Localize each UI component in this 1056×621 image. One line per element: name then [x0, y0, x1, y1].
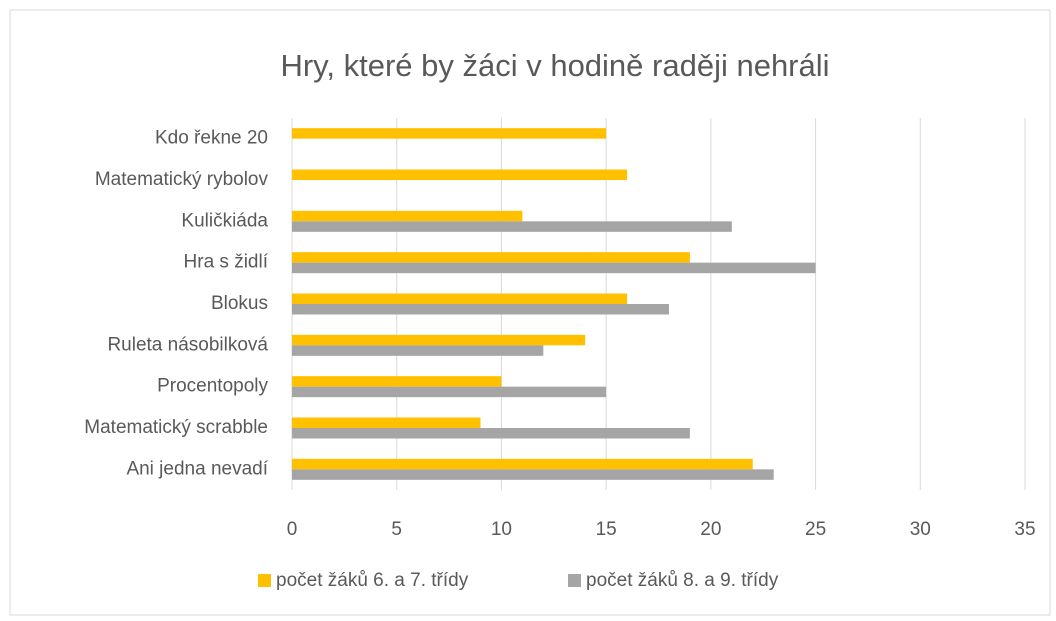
- legend-label: počet žáků 8. a 9. třídy: [586, 570, 779, 591]
- chart-title: Hry, které by žáci v hodině raději nehrá…: [280, 48, 829, 83]
- bar: [292, 345, 544, 356]
- bar: [292, 428, 690, 439]
- legend-swatch: [258, 574, 271, 587]
- bar: [292, 304, 669, 315]
- y-tick-label: Kuličkiáda: [181, 210, 268, 231]
- bar: [292, 210, 523, 222]
- x-tick-label: 0: [287, 519, 298, 540]
- y-tick-label: Matematický rybolov: [95, 169, 269, 190]
- y-tick-label: Ani jedna nevadí: [126, 458, 268, 479]
- x-tick-label: 15: [596, 519, 617, 540]
- x-tick-label: 20: [700, 519, 721, 540]
- bar: [292, 334, 586, 346]
- y-tick-label: Hra s židlí: [184, 252, 269, 273]
- y-tick-label: Blokus: [211, 293, 268, 314]
- bar: [292, 469, 774, 480]
- x-tick-label: 25: [805, 519, 826, 540]
- bar: [292, 386, 607, 398]
- bar: [292, 293, 628, 304]
- y-tick-label: Matematický scrabble: [84, 417, 268, 438]
- bar: [292, 169, 628, 180]
- x-tick-label: 10: [491, 519, 512, 540]
- x-tick-label: 35: [1014, 519, 1035, 540]
- bar: [292, 376, 502, 387]
- x-tick-label: 30: [910, 519, 931, 540]
- legend-label: počet žáků 6. a 7. třídy: [276, 570, 469, 591]
- bar: [292, 221, 732, 232]
- bar: [292, 458, 753, 470]
- legend-swatch: [568, 574, 581, 587]
- bar: [292, 417, 481, 428]
- bar: [292, 128, 607, 139]
- bar: [292, 252, 690, 263]
- y-tick-label: Procentopoly: [157, 376, 268, 397]
- y-tick-label: Kdo řekne 20: [155, 128, 268, 149]
- y-tick-label: Ruleta násobilková: [107, 334, 268, 355]
- bar: [292, 262, 816, 274]
- x-tick-label: 5: [391, 519, 402, 540]
